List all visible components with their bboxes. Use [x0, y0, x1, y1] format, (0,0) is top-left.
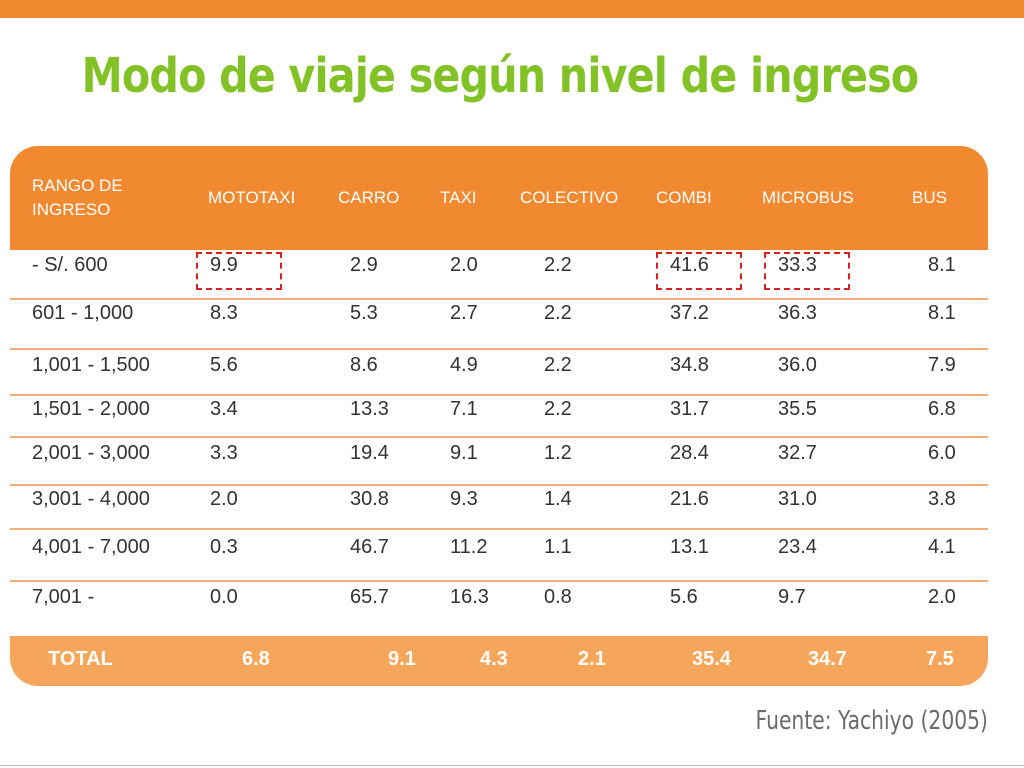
value-cell: 0.8	[544, 586, 572, 608]
row-divider	[10, 484, 988, 486]
value-cell: 1.1	[544, 536, 572, 558]
highlight-box	[196, 252, 282, 290]
value-cell: 36.3	[778, 302, 817, 324]
income-range-cell: 2,001 - 3,000	[32, 442, 150, 464]
income-range-cell: 1,001 - 1,500	[32, 354, 150, 376]
value-cell: 6.8	[928, 398, 956, 420]
value-cell: 19.4	[350, 442, 389, 464]
value-cell: 2.0	[210, 488, 238, 510]
income-range-cell: - S/. 600	[32, 254, 108, 276]
value-cell: 2.2	[544, 302, 572, 324]
row-divider	[10, 436, 988, 438]
value-cell: 23.4	[778, 536, 817, 558]
value-cell: 21.6	[670, 488, 709, 510]
bottom-divider	[0, 765, 1024, 766]
column-header-rango-de-ingreso: RANGO DE INGRESO	[32, 176, 123, 219]
income-travel-mode-table: RANGO DE INGRESO MOTOTAXI CARRO TAXI COLECTI…	[10, 146, 988, 686]
value-cell: 13.1	[670, 536, 709, 558]
source-citation: Fuente: Yachiyo (2005)	[755, 706, 988, 736]
value-cell: 3.8	[928, 488, 956, 510]
value-cell: 16.3	[450, 586, 489, 608]
value-cell: 8.1	[928, 254, 956, 276]
value-cell: 0.3	[210, 536, 238, 558]
value-cell: 41.6	[670, 254, 709, 276]
value-cell: 5.3	[350, 302, 378, 324]
value-cell: 31.7	[670, 398, 709, 420]
income-range-cell: 1,501 - 2,000	[32, 398, 150, 420]
row-divider	[10, 298, 988, 300]
value-cell: 8.3	[210, 302, 238, 324]
income-range-cell: 4,001 - 7,000	[32, 536, 150, 558]
value-cell: 36.0	[778, 354, 817, 376]
value-cell: 0.0	[210, 586, 238, 608]
highlight-box	[656, 252, 742, 290]
value-cell: 46.7	[350, 536, 389, 558]
value-cell: 31.0	[778, 488, 817, 510]
value-cell: 2.0	[450, 254, 478, 276]
value-cell: 8.1	[928, 302, 956, 324]
total-value-cell: 34.7	[808, 648, 847, 670]
income-range-cell: 601 - 1,000	[32, 302, 134, 324]
column-header-bus: BUS	[912, 188, 947, 207]
value-cell: 33.3	[778, 254, 817, 276]
column-header-combi: COMBI	[656, 188, 712, 207]
table-total-band	[10, 636, 988, 686]
value-cell: 13.3	[350, 398, 389, 420]
value-cell: 9.7	[778, 586, 806, 608]
row-divider	[10, 348, 988, 350]
total-value-cell: 6.8	[242, 648, 270, 670]
value-cell: 35.5	[778, 398, 817, 420]
value-cell: 2.9	[350, 254, 378, 276]
highlight-box	[764, 252, 850, 290]
value-cell: 9.3	[450, 488, 478, 510]
value-cell: 7.9	[928, 354, 956, 376]
table-header-band	[10, 146, 988, 250]
value-cell: 8.6	[350, 354, 378, 376]
income-range-cell: 3,001 - 4,000	[32, 488, 150, 510]
value-cell: 34.8	[670, 354, 709, 376]
column-header-mototaxi: MOTOTAXI	[208, 188, 296, 207]
value-cell: 30.8	[350, 488, 389, 510]
income-range-cell: 7,001 -	[32, 586, 95, 608]
value-cell: 32.7	[778, 442, 817, 464]
value-cell: 4.9	[450, 354, 478, 376]
total-value-cell: 7.5	[926, 648, 954, 670]
value-cell: 2.2	[544, 398, 572, 420]
total-value-cell: 35.4	[692, 648, 731, 670]
value-cell: 37.2	[670, 302, 709, 324]
column-header-microbus: MICROBUS	[762, 188, 854, 207]
value-cell: 28.4	[670, 442, 709, 464]
value-cell: 6.0	[928, 442, 956, 464]
value-cell: 2.0	[928, 586, 956, 608]
value-cell: 5.6	[210, 354, 238, 376]
row-divider	[10, 580, 988, 582]
value-cell: 7.1	[450, 398, 478, 420]
value-cell: 9.1	[450, 442, 478, 464]
value-cell: 3.3	[210, 442, 238, 464]
value-cell: 2.2	[544, 354, 572, 376]
row-divider	[10, 528, 988, 530]
column-header-carro: CARRO	[338, 188, 400, 207]
value-cell: 65.7	[350, 586, 389, 608]
total-value-cell: 9.1	[388, 648, 416, 670]
total-value-cell: 4.3	[480, 648, 508, 670]
value-cell: 5.6	[670, 586, 698, 608]
slide-title: Modo de viaje según nivel de ingreso	[81, 48, 919, 104]
top-accent-bar	[0, 0, 1024, 18]
value-cell: 9.9	[210, 254, 238, 276]
total-label: TOTAL	[48, 648, 113, 670]
value-cell: 2.2	[544, 254, 572, 276]
row-divider	[10, 394, 988, 396]
value-cell: 2.7	[450, 302, 478, 324]
column-header-taxi: TAXI	[440, 188, 477, 207]
value-cell: 4.1	[928, 536, 956, 558]
total-value-cell: 2.1	[578, 648, 606, 670]
column-header-colectivo: COLECTIVO	[520, 188, 619, 207]
value-cell: 1.4	[544, 488, 572, 510]
value-cell: 11.2	[450, 536, 488, 558]
value-cell: 1.2	[544, 442, 572, 464]
value-cell: 3.4	[210, 398, 238, 420]
